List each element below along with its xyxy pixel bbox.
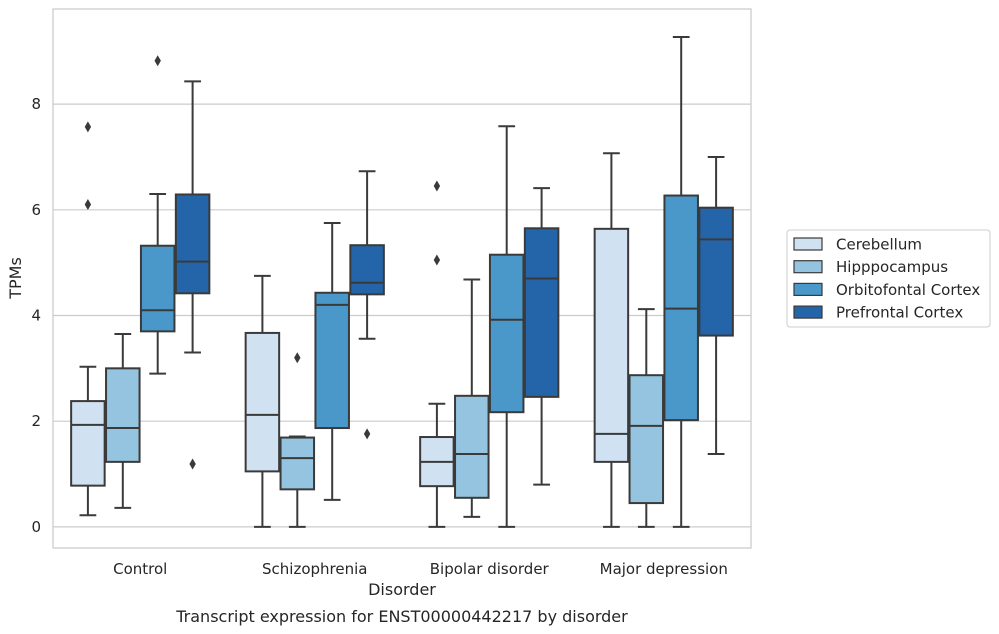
box-plot <box>70 121 106 517</box>
legend-swatch <box>793 282 823 296</box>
box-iqr <box>105 367 141 463</box>
box-plot <box>628 308 665 528</box>
y-axis-title: TPMs <box>6 257 25 300</box>
box-iqr <box>279 436 316 491</box>
x-tick-label: Major depression <box>600 560 728 578</box>
box-iqr <box>628 374 665 505</box>
box-plot <box>174 80 211 470</box>
box-plot <box>419 180 455 528</box>
x-tick-label: Control <box>113 560 167 578</box>
box-iqr <box>244 331 281 473</box>
box-iqr <box>349 244 385 296</box>
y-tick-labels: 0 2 4 6 8 <box>31 95 41 536</box>
outlier-point <box>294 352 301 364</box>
box-plot <box>139 55 176 375</box>
legend-label: Prefrontal Cortex <box>836 304 963 322</box>
box-plot <box>349 170 385 440</box>
box-iqr <box>523 227 560 398</box>
box-iqr <box>593 227 630 463</box>
outlier-point <box>84 199 92 211</box>
legend-label: Cerebellum <box>836 236 922 254</box>
outlier-point <box>433 180 441 192</box>
y-tick-label: 0 <box>31 518 41 536</box>
box-iqr <box>70 400 106 487</box>
y-tick-label: 8 <box>31 95 41 113</box>
legend: Cerebellum Hipppocampus Orbitofontal Corte… <box>786 229 991 328</box>
box-plot <box>244 274 281 528</box>
x-tick-labels: Control Schizophrenia Bipolar disorder Majo… <box>113 560 728 578</box>
legend-swatch <box>793 237 823 251</box>
x-axis-title: Disorder <box>368 580 436 599</box>
boxes <box>70 36 734 528</box>
box-iqr <box>454 394 490 499</box>
box-plot <box>454 278 490 518</box>
outlier-point <box>84 121 92 133</box>
box-iqr <box>174 193 211 295</box>
legend-frame <box>786 229 991 328</box>
x-tick-label: Bipolar disorder <box>430 560 550 578</box>
chart-caption: Transcript expression for ENST0000044221… <box>175 607 628 626</box>
box-plot <box>698 155 734 455</box>
box-iqr <box>139 244 176 333</box>
y-tick-label: 6 <box>31 201 41 219</box>
box-iqr <box>314 291 350 430</box>
box-plot <box>663 36 699 528</box>
legend-swatch <box>793 260 823 274</box>
box-plot <box>314 222 350 501</box>
box-plot <box>279 352 316 528</box>
legend-label: Orbitofontal Cortex <box>836 281 980 299</box>
box-plot <box>523 187 560 486</box>
outlier-point <box>189 458 196 470</box>
legend-label: Hipppocampus <box>836 258 948 276</box>
outlier-point <box>154 55 161 67</box>
x-tick-label: Schizophrenia <box>262 560 367 578</box>
outlier-point <box>433 254 441 266</box>
box-iqr <box>698 206 734 337</box>
y-tick-label: 4 <box>31 306 41 324</box>
plot-frame <box>52 8 752 549</box>
box-plot <box>593 152 630 528</box>
box-iqr <box>488 253 525 414</box>
outlier-point <box>363 428 371 440</box>
legend-swatch <box>793 305 823 319</box>
box-plot <box>488 125 525 528</box>
box-plot <box>105 332 141 509</box>
y-tick-label: 2 <box>31 412 41 430</box>
